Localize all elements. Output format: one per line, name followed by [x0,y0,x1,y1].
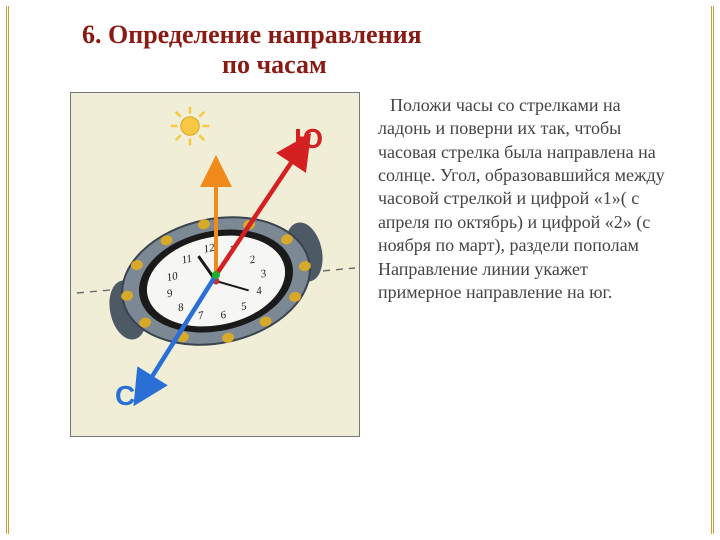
center-dot [212,271,220,279]
watch-diagram: 12 1 2 3 4 5 6 7 8 9 10 11 [70,92,360,437]
label-south: Ю [294,123,323,155]
instruction-paragraph: Положи часы со стрелками на ладонь и пов… [378,92,675,520]
title-line-2: по часам [82,50,675,80]
label-north: С [115,380,135,412]
main-row: 12 1 2 3 4 5 6 7 8 9 10 11 [70,92,675,520]
slide-content: 6. Определение направления по часам [0,0,720,540]
title-line-1: 6. Определение направления [82,20,422,49]
slide-title: 6. Определение направления по часам [70,20,675,80]
